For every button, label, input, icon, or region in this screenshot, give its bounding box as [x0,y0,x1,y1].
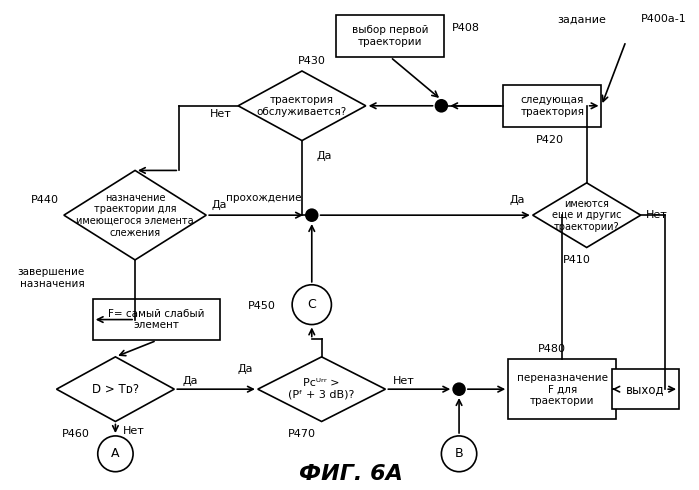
Circle shape [441,436,477,472]
Bar [503,85,601,127]
Text: ФИГ. 6А: ФИГ. 6А [299,464,403,484]
Text: F= самый слабый
элемент: F= самый слабый элемент [108,309,205,330]
Text: траектория
обслуживается?: траектория обслуживается? [257,95,347,117]
Text: Да: Да [238,364,253,374]
Text: Да: Да [510,195,525,205]
Text: выбор первой
траектории: выбор первой траектории [352,25,428,47]
Text: задание: задание [558,14,606,24]
Polygon shape [533,183,641,247]
Text: Нет: Нет [210,109,231,119]
Text: P440: P440 [31,195,59,205]
Text: Да: Да [317,150,332,161]
Text: P450: P450 [248,301,276,311]
Text: P480: P480 [538,344,566,354]
Text: C: C [308,298,316,311]
Polygon shape [258,357,385,421]
Text: P400a-1: P400a-1 [641,14,686,24]
Text: P420: P420 [535,135,563,145]
Text: P470: P470 [288,429,316,440]
Text: A: A [111,447,120,460]
Text: переназначение
F для
траектории: переназначение F для траектории [517,372,607,406]
Text: имеются
еще и другис
траектории?: имеются еще и другис траектории? [552,198,621,232]
Text: выход: выход [626,383,665,396]
Text: Да: Да [211,200,226,210]
Circle shape [435,100,447,112]
Text: Pᴄᵁʳʳ >
(Pᶠ + 3 dB)?: Pᴄᵁʳʳ > (Pᶠ + 3 dB)? [289,378,355,400]
Text: назначение
траектории для
имеющегося элемента
слежения: назначение траектории для имеющегося эле… [76,193,194,238]
Bar [612,369,679,409]
Text: Нет: Нет [646,210,668,220]
Text: Да: Да [182,376,198,386]
Polygon shape [238,71,366,141]
Polygon shape [57,357,174,421]
Circle shape [306,209,317,221]
Text: прохождение: прохождение [226,193,302,203]
Circle shape [98,436,133,472]
Text: P410: P410 [563,255,591,266]
Text: P430: P430 [298,56,326,66]
Text: Нет: Нет [123,426,145,437]
Text: следующая
траектория: следующая траектория [520,95,584,117]
Text: D > Tᴅ?: D > Tᴅ? [92,383,139,396]
Text: Нет: Нет [394,376,415,386]
Circle shape [453,383,465,395]
Circle shape [292,285,331,324]
Polygon shape [64,171,206,260]
Text: завершение
назначения: завершение назначения [17,267,85,289]
Bar [336,15,445,57]
Bar [93,299,220,341]
Text: P460: P460 [62,429,89,440]
Text: P408: P408 [452,23,480,33]
Bar [508,359,616,419]
Text: B: B [455,447,463,460]
